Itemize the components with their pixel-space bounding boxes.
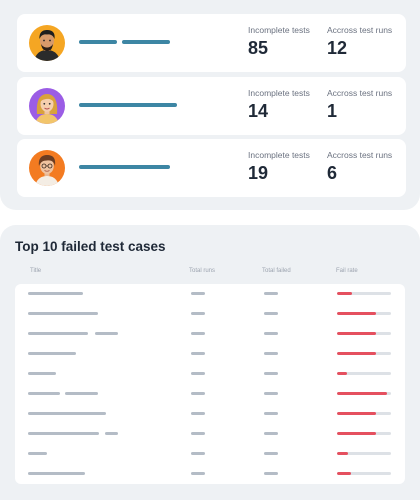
avatar — [29, 25, 65, 61]
test-runs-label: Accross test runs — [327, 25, 393, 35]
incomplete-tests-value: 85 — [248, 38, 269, 58]
column-header-fail-rate[interactable]: Fail rate — [336, 268, 358, 274]
total-failed-redacted — [264, 452, 278, 455]
total-runs-redacted — [191, 292, 205, 295]
user-card[interactable]: Incomplete tests 85 Accross test runs 12 — [17, 14, 406, 72]
incomplete-tests-label: Incomplete tests — [248, 88, 310, 98]
total-runs-redacted — [191, 472, 205, 475]
test-runs-label: Accross test runs — [327, 88, 393, 98]
total-failed-redacted — [264, 312, 278, 315]
incomplete-tests-label: Incomplete tests — [248, 150, 310, 160]
table-row[interactable] — [15, 444, 405, 464]
fail-rate-fill — [337, 352, 376, 355]
fail-rate-fill — [337, 332, 376, 335]
incomplete-tests-value: 19 — [248, 163, 269, 183]
test-title-redacted — [95, 332, 118, 335]
column-header-total-runs[interactable]: Total runs — [189, 268, 216, 274]
column-header-title[interactable]: Title — [30, 268, 42, 274]
total-runs-redacted — [191, 312, 205, 315]
test-runs-value: 6 — [327, 163, 338, 183]
column-header-total-failed[interactable]: Total failed — [262, 268, 291, 274]
test-title-redacted — [105, 432, 118, 435]
table-row[interactable] — [15, 304, 405, 324]
fail-rate-bar — [337, 412, 391, 415]
table-row[interactable] — [15, 324, 405, 344]
total-failed-redacted — [264, 392, 278, 395]
total-failed-redacted — [264, 372, 278, 375]
test-title-redacted — [28, 292, 83, 295]
test-title-redacted — [65, 392, 98, 395]
table-row[interactable] — [15, 344, 405, 364]
fail-rate-fill — [337, 312, 376, 315]
fail-rate-bar — [337, 432, 391, 435]
total-runs-redacted — [191, 352, 205, 355]
user-name-redacted — [79, 165, 170, 169]
user-summary-panel: Incomplete tests 85 Accross test runs 12… — [0, 0, 420, 210]
fail-rate-fill — [337, 412, 376, 415]
user-card[interactable]: Incomplete tests 19 Accross test runs 6 — [17, 139, 406, 197]
fail-rate-bar — [337, 472, 391, 475]
total-runs-redacted — [191, 452, 205, 455]
total-runs-redacted — [191, 372, 205, 375]
test-runs-label: Accross test runs — [327, 150, 393, 160]
test-title-redacted — [28, 312, 98, 315]
failed-cases-table — [15, 284, 405, 484]
table-row[interactable] — [15, 404, 405, 424]
total-failed-redacted — [264, 332, 278, 335]
fail-rate-bar — [337, 392, 391, 395]
user-name-redacted — [79, 40, 117, 44]
test-title-redacted — [28, 452, 47, 455]
fail-rate-bar — [337, 292, 391, 295]
fail-rate-fill — [337, 392, 387, 395]
table-row[interactable] — [15, 464, 405, 484]
fail-rate-bar — [337, 352, 391, 355]
test-title-redacted — [28, 412, 106, 415]
test-title-redacted — [28, 352, 76, 355]
total-runs-redacted — [191, 332, 205, 335]
total-runs-redacted — [191, 392, 205, 395]
fail-rate-fill — [337, 372, 347, 375]
test-title-redacted — [28, 372, 56, 375]
test-title-redacted — [28, 472, 85, 475]
test-title-redacted — [28, 432, 99, 435]
total-failed-redacted — [264, 432, 278, 435]
user-name-redacted — [122, 40, 170, 44]
fail-rate-bar — [337, 372, 391, 375]
test-runs-value: 12 — [327, 38, 348, 58]
user-card[interactable]: Incomplete tests 14 Accross test runs 1 — [17, 77, 406, 135]
fail-rate-bar — [337, 332, 391, 335]
incomplete-tests-label: Incomplete tests — [248, 25, 310, 35]
section-title: Top 10 failed test cases — [15, 239, 166, 254]
avatar — [29, 88, 65, 124]
fail-rate-bar — [337, 452, 391, 455]
fail-rate-fill — [337, 292, 353, 295]
test-runs-value: 1 — [327, 101, 338, 121]
table-row[interactable] — [15, 364, 405, 384]
test-title-redacted — [28, 392, 60, 395]
fail-rate-bar — [337, 312, 391, 315]
total-failed-redacted — [264, 412, 278, 415]
total-failed-redacted — [264, 472, 278, 475]
incomplete-tests-value: 14 — [248, 101, 269, 121]
total-failed-redacted — [264, 352, 278, 355]
total-runs-redacted — [191, 432, 205, 435]
table-row[interactable] — [15, 284, 405, 304]
fail-rate-fill — [337, 432, 376, 435]
total-failed-redacted — [264, 292, 278, 295]
table-row[interactable] — [15, 384, 405, 404]
avatar — [29, 150, 65, 186]
fail-rate-fill — [337, 472, 352, 475]
total-runs-redacted — [191, 412, 205, 415]
user-name-redacted — [79, 103, 177, 107]
test-title-redacted — [28, 332, 88, 335]
table-row[interactable] — [15, 424, 405, 444]
fail-rate-fill — [337, 452, 348, 455]
